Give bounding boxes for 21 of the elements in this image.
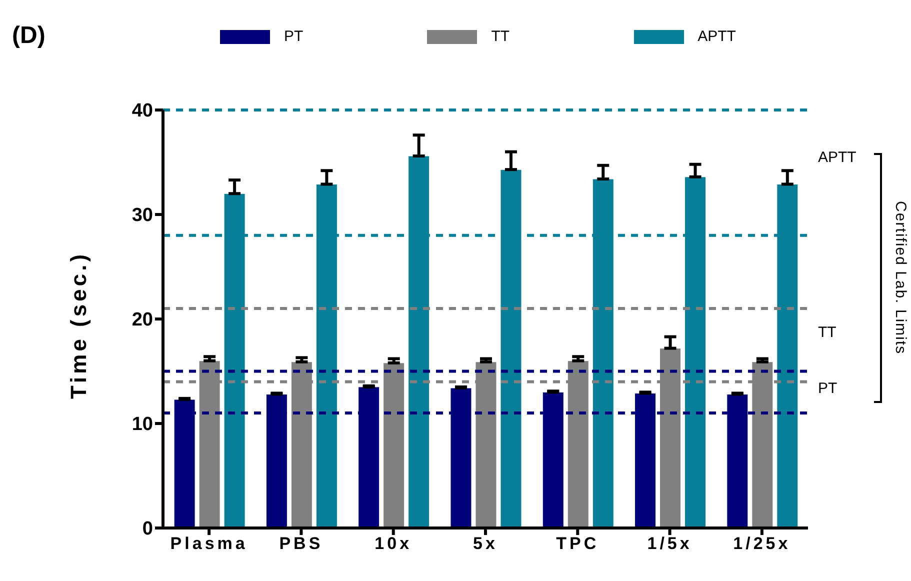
y-axis-title: Time (sec.) — [66, 251, 91, 399]
text: APTT — [818, 149, 856, 166]
y-tick-label: 10 — [132, 414, 153, 436]
x-tick-label: PBS — [279, 534, 324, 554]
x-tick-label: 1/25x — [733, 534, 791, 554]
text: Certified Lab. Limits — [892, 200, 909, 357]
y-tick-label: 40 — [132, 100, 153, 122]
x-tick-label: 1/5x — [647, 534, 692, 554]
y-tick-label: 30 — [132, 205, 153, 226]
legend-label: PT — [283, 28, 304, 45]
chart-title: (D) — [12, 22, 46, 50]
y-tick-label: 20 — [132, 310, 153, 331]
x-tick-label: 10x — [374, 534, 412, 554]
legend-label: TT — [490, 28, 510, 45]
text: TT — [818, 324, 836, 342]
legend-label: APTT — [696, 28, 736, 45]
y-tick-label: 0 — [142, 518, 153, 540]
x-tick-label: Plasma — [170, 534, 248, 554]
text: PT — [818, 380, 838, 397]
x-tick-label: TPC — [556, 534, 600, 554]
x-tick-label: 5x — [473, 534, 498, 554]
